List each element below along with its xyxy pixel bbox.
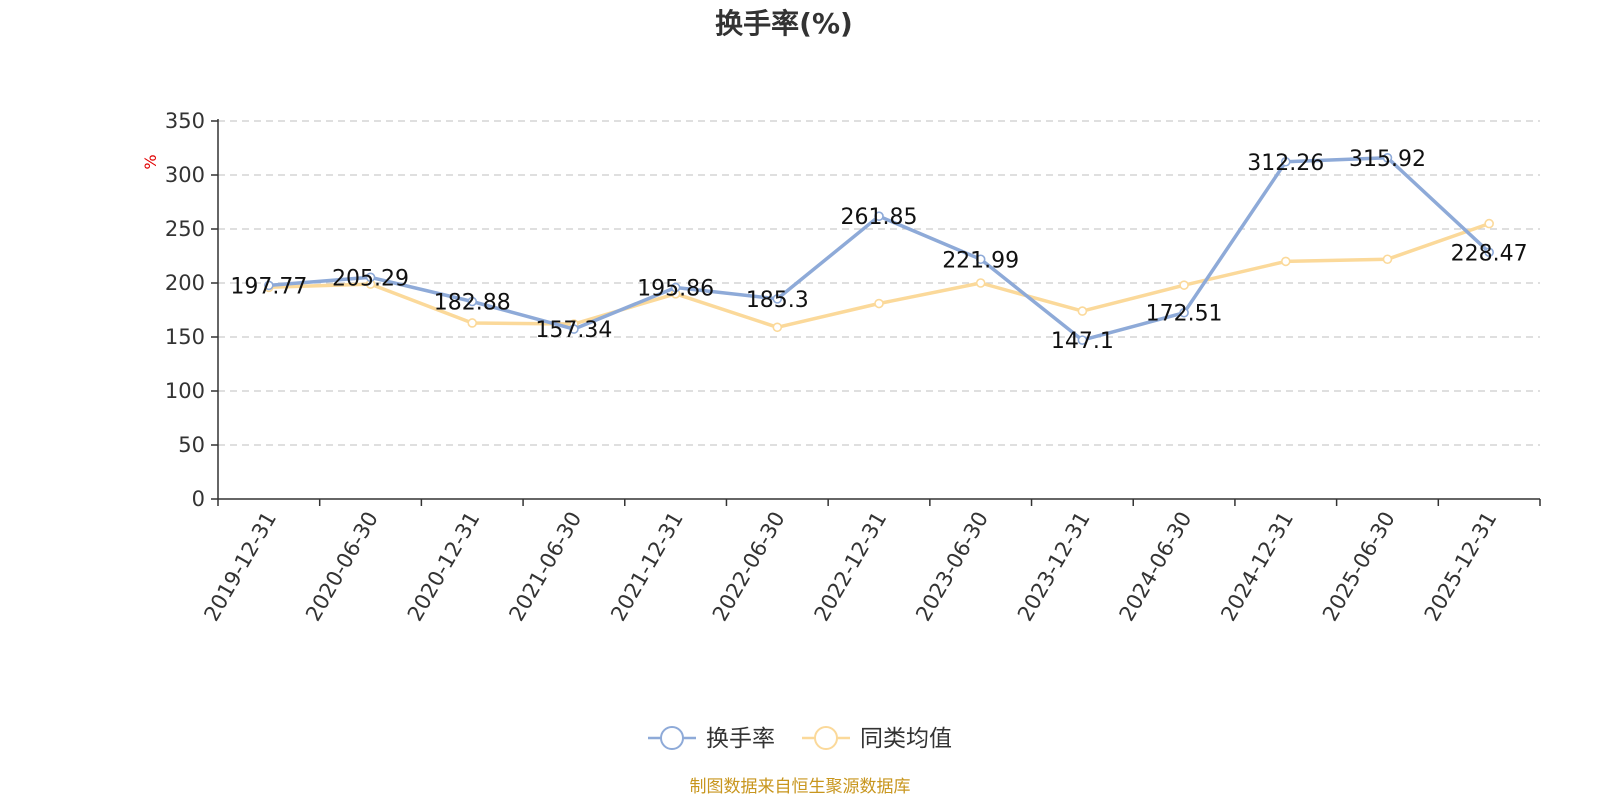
legend-item-1[interactable]: 同类均值 (802, 726, 952, 752)
data-label: 182.88 (434, 290, 511, 315)
x-tick-label: 2020-06-30 (301, 508, 383, 626)
data-point[interactable] (1382, 153, 1393, 163)
legend-marker (660, 726, 684, 750)
legend-label: 换手率 (706, 726, 775, 752)
data-point[interactable] (874, 211, 884, 222)
data-label: 205.29 (332, 266, 409, 291)
data-point[interactable] (670, 282, 681, 293)
data-point[interactable] (1077, 306, 1088, 316)
x-tick-label: 2022-12-31 (810, 508, 892, 626)
data-point[interactable] (1484, 218, 1494, 229)
data-point[interactable] (569, 324, 579, 334)
x-tick-label: 2025-06-30 (1318, 508, 1400, 626)
data-point[interactable] (975, 278, 986, 288)
x-tick-label: 2021-06-30 (504, 508, 586, 626)
legend-label: 同类均值 (860, 726, 952, 752)
data-point[interactable] (772, 322, 783, 333)
y-axis-unit: % (141, 154, 160, 169)
data-label: 195.86 (637, 276, 714, 301)
legend-marker (814, 726, 838, 750)
data-point[interactable] (467, 318, 478, 328)
data-source-note: 制图数据来自恒生聚源数据库 (690, 777, 911, 797)
data-point[interactable] (264, 280, 274, 291)
data-label: 221.99 (942, 248, 1019, 273)
data-point[interactable] (1179, 307, 1189, 318)
data-point[interactable] (1484, 247, 1494, 258)
y-tick-label: 250 (165, 217, 205, 241)
x-tick-label: 2024-12-31 (1216, 508, 1298, 626)
data-label: 197.77 (230, 274, 307, 299)
data-point[interactable] (1280, 256, 1291, 267)
x-tick-label: 2021-12-31 (606, 508, 688, 626)
data-label: 157.34 (535, 318, 612, 343)
y-tick-label: 0 (192, 487, 205, 511)
data-label: 185.3 (746, 288, 809, 313)
x-tick-label: 2025-12-31 (1420, 508, 1502, 626)
chart-title: 换手率(%) (715, 7, 853, 40)
data-label: 312.26 (1247, 151, 1324, 176)
data-point[interactable] (1179, 280, 1189, 290)
y-tick-label: 200 (165, 271, 205, 295)
data-point[interactable] (772, 294, 783, 304)
y-tick-label: 150 (165, 325, 205, 349)
x-tick-label: 2020-12-31 (403, 508, 485, 626)
legend-item-0[interactable]: 换手率 (648, 726, 775, 752)
y-tick-label: 350 (165, 109, 205, 133)
data-labels: 197.77 205.29 182.88 157.34 195.86 185.3 261.8… (230, 147, 1527, 354)
data-point[interactable] (467, 296, 478, 307)
x-tick-label: 2024-06-30 (1115, 508, 1197, 626)
y-tick-label: 50 (178, 433, 205, 457)
data-point[interactable] (975, 254, 986, 265)
data-label: 261.85 (841, 205, 918, 230)
data-point[interactable] (874, 298, 884, 309)
data-point[interactable] (1382, 254, 1393, 265)
legend[interactable]: 换手率 同类均值 (648, 726, 952, 752)
series-lines (264, 153, 1494, 345)
y-tick-label: 300 (165, 163, 205, 187)
data-label: 172.51 (1146, 302, 1223, 327)
data-label: 147.1 (1051, 329, 1114, 354)
x-tick-label: 2019-12-31 (199, 508, 281, 626)
gridlines (218, 120, 1540, 446)
y-tick-label: 100 (165, 379, 205, 403)
data-label: 228.47 (1451, 241, 1528, 266)
data-point[interactable] (365, 272, 376, 283)
data-label: 315.92 (1349, 147, 1426, 172)
x-tick-label: 2022-06-30 (708, 508, 790, 626)
axes: 0 50 100 150 200 250 300 350 2019-12-31 2020-06-3… (165, 109, 1541, 626)
data-point[interactable] (1077, 335, 1088, 345)
x-tick-label: 2023-06-30 (911, 508, 993, 626)
data-point[interactable] (1280, 156, 1291, 167)
x-tick-label: 2023-12-31 (1013, 508, 1095, 626)
